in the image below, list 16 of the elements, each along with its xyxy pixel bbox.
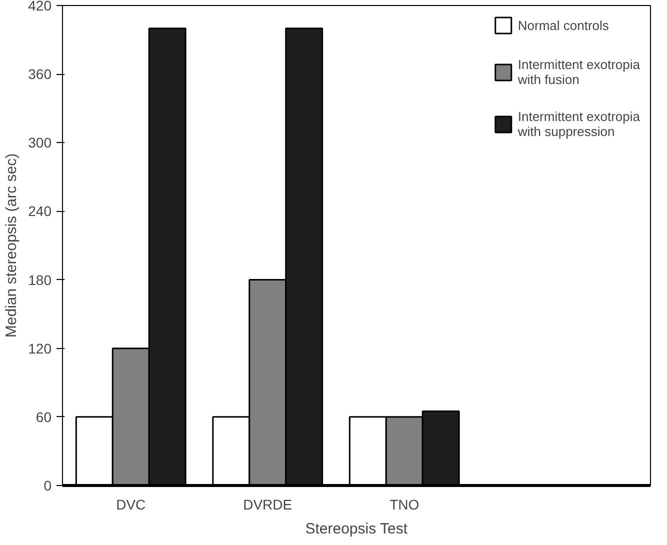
y-axis-title: Median stereopsis (arc sec) [3, 153, 20, 338]
legend-label: Normal controls [518, 18, 609, 32]
y-tick-label: 240 [28, 203, 52, 220]
y-tick-label: 420 [28, 0, 52, 14]
y-tick-label: 120 [28, 340, 52, 356]
legend-label: Intermittent exotropia with fusion [518, 57, 640, 87]
y-tick-label: 180 [28, 272, 52, 288]
y-tick-label: 300 [28, 134, 52, 151]
x-axis-title: Stereopsis Test [305, 520, 408, 538]
y-tick-label: 0 [44, 478, 52, 494]
x-tick-label: DVC [116, 496, 146, 512]
y-tick-label: 360 [28, 66, 52, 82]
legend-label: Intermittent exotropia with suppression [518, 109, 640, 139]
x-tick-label: TNO [390, 496, 420, 512]
x-tick-label: DVRDE [243, 496, 292, 512]
y-tick-label: 60 [36, 408, 52, 425]
